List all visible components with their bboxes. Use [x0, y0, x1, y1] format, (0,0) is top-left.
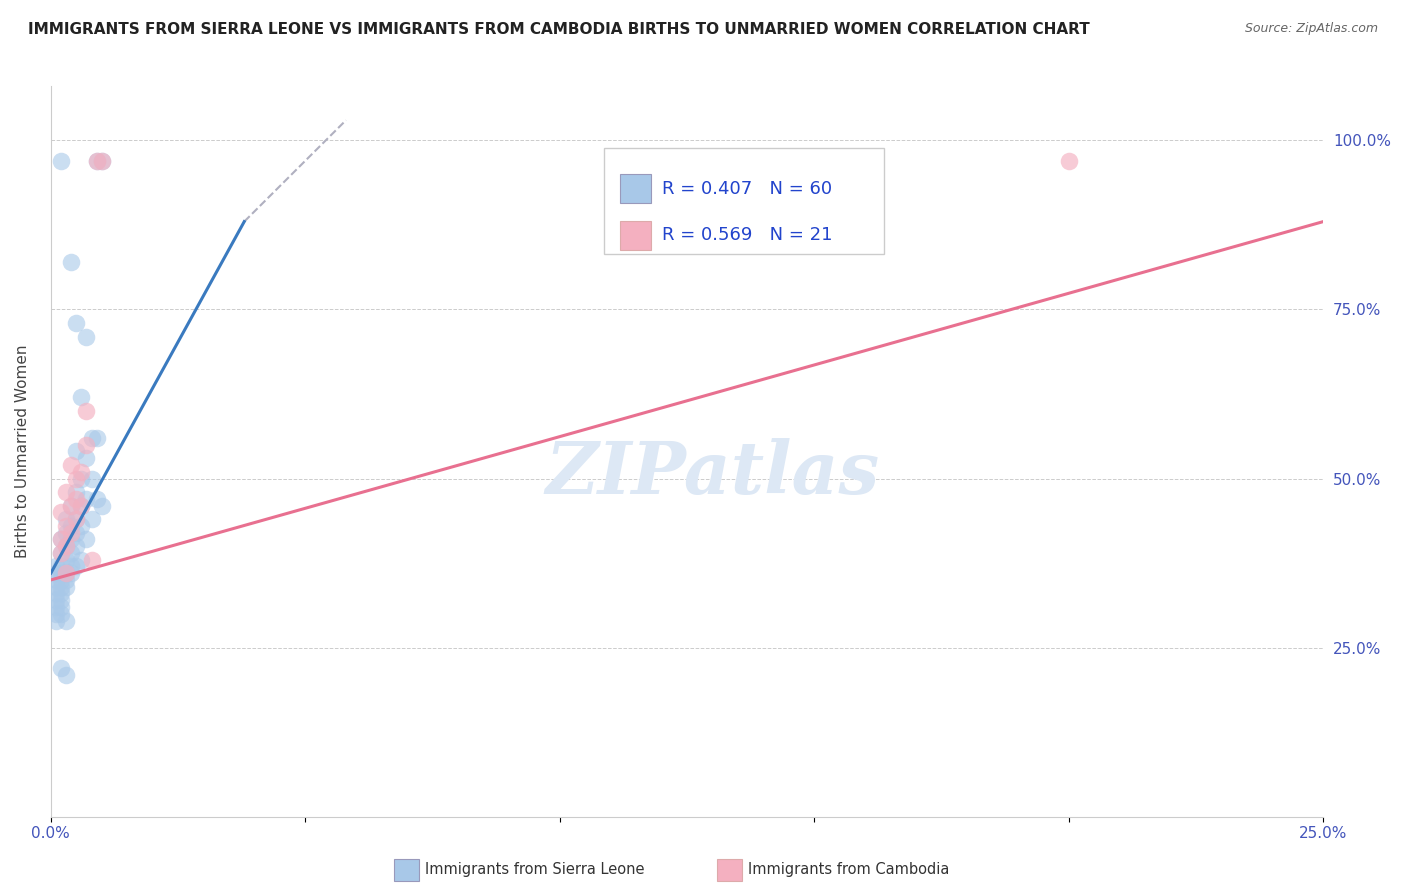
Text: Immigrants from Cambodia: Immigrants from Cambodia: [748, 863, 949, 877]
Point: [65, 559, 87, 574]
Point: [49, 559, 72, 574]
Point: [55, 512, 77, 526]
Point: [65, 512, 87, 526]
Point: [86, 431, 108, 445]
Text: R = 0.569   N = 21: R = 0.569 N = 21: [662, 227, 832, 244]
Point: [55, 667, 77, 681]
Point: [49, 533, 72, 547]
Point: [75, 404, 97, 418]
Point: [49, 505, 72, 519]
Point: [49, 546, 72, 560]
Point: [60, 499, 83, 513]
Y-axis label: Births to Unmarried Women: Births to Unmarried Women: [15, 344, 30, 558]
Point: [60, 566, 83, 581]
Point: [70, 465, 93, 479]
Point: [75, 491, 97, 506]
Point: [55, 614, 77, 628]
Point: [60, 458, 83, 472]
Point: [45, 593, 67, 607]
Point: [45, 559, 67, 574]
Point: [55, 566, 77, 581]
Point: [49, 546, 72, 560]
Point: [70, 471, 93, 485]
Point: [49, 593, 72, 607]
Point: [65, 491, 87, 506]
Point: [60, 499, 83, 513]
Point: [60, 525, 83, 540]
Point: [65, 471, 87, 485]
Point: [80, 431, 103, 445]
Point: [60, 546, 83, 560]
Text: Immigrants from Sierra Leone: Immigrants from Sierra Leone: [425, 863, 644, 877]
Point: [86, 153, 108, 168]
Point: [86, 491, 108, 506]
Point: [45, 607, 67, 621]
Point: [45, 599, 67, 614]
Point: [90, 499, 112, 513]
Point: [75, 533, 97, 547]
Point: [60, 255, 83, 269]
Point: [45, 573, 67, 587]
Point: [80, 512, 103, 526]
Point: [49, 566, 72, 581]
Point: [1057, 153, 1080, 168]
Point: [49, 599, 72, 614]
Point: [49, 586, 72, 600]
Point: [853, 153, 876, 168]
Point: [75, 451, 97, 466]
Point: [55, 580, 77, 594]
Point: [60, 559, 83, 574]
Point: [70, 391, 93, 405]
Point: [90, 153, 112, 168]
FancyBboxPatch shape: [605, 148, 884, 254]
Point: [70, 499, 93, 513]
Point: [65, 485, 87, 500]
Point: [70, 552, 93, 566]
Point: [55, 566, 77, 581]
Point: [49, 533, 72, 547]
Point: [75, 438, 97, 452]
Point: [45, 586, 67, 600]
Point: [45, 580, 67, 594]
Point: [55, 552, 77, 566]
Point: [70, 499, 93, 513]
Point: [55, 485, 77, 500]
Point: [65, 525, 87, 540]
Point: [60, 533, 83, 547]
Point: [80, 552, 103, 566]
Point: [65, 316, 87, 330]
Text: ZIPatlas: ZIPatlas: [546, 438, 880, 509]
Bar: [620, 220, 651, 250]
Point: [45, 614, 67, 628]
Point: [65, 539, 87, 553]
Bar: [620, 174, 651, 203]
Text: IMMIGRANTS FROM SIERRA LEONE VS IMMIGRANTS FROM CAMBODIA BIRTHS TO UNMARRIED WOM: IMMIGRANTS FROM SIERRA LEONE VS IMMIGRAN…: [28, 22, 1090, 37]
Point: [49, 607, 72, 621]
Point: [60, 519, 83, 533]
Point: [90, 153, 112, 168]
Point: [49, 580, 72, 594]
Point: [80, 471, 103, 485]
Point: [86, 153, 108, 168]
Point: [55, 525, 77, 540]
Point: [49, 153, 72, 168]
Point: [49, 661, 72, 675]
Point: [55, 539, 77, 553]
Point: [65, 444, 87, 458]
Point: [45, 566, 67, 581]
Point: [55, 519, 77, 533]
Point: [70, 519, 93, 533]
Point: [49, 573, 72, 587]
Text: R = 0.407   N = 60: R = 0.407 N = 60: [662, 179, 832, 198]
Point: [55, 539, 77, 553]
Point: [55, 573, 77, 587]
Text: Source: ZipAtlas.com: Source: ZipAtlas.com: [1244, 22, 1378, 36]
Point: [65, 512, 87, 526]
Point: [75, 329, 97, 343]
